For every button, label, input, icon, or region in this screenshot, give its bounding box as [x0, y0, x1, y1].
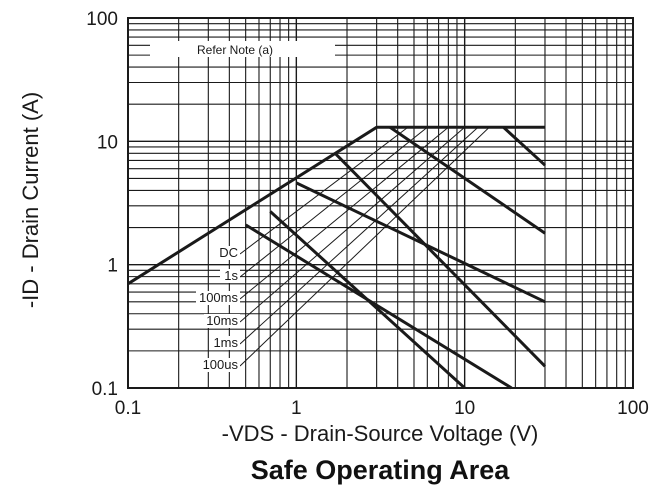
curve-label-100ms: 100ms: [199, 290, 239, 305]
curve-label-1s: 1s: [224, 268, 238, 283]
curve-label-10ms: 10ms: [206, 313, 238, 328]
y-tick-label: 10: [97, 132, 118, 153]
plot-frame: [127, 17, 634, 389]
soa-curve-10ms: [295, 181, 546, 304]
note-background: [150, 41, 335, 57]
curve-label-1ms: 1ms: [213, 335, 238, 350]
x-tick-label: 0.1: [115, 398, 141, 419]
curve-label-bg: [212, 336, 240, 350]
curve-label-dc: DC: [219, 245, 238, 260]
y-axis-label: -ID - Drain Current (A): [18, 92, 43, 308]
curve-label-bg: [220, 269, 240, 283]
soa-curve-dc: [244, 223, 513, 390]
soa-curve-1s: [269, 210, 466, 390]
x-tick-label: 10: [454, 398, 475, 419]
x-tick-label: 1: [291, 398, 302, 419]
label-layer: DC 1s 100ms 10ms 1ms 100us: [196, 245, 240, 372]
leader-line: [239, 126, 428, 278]
curve-label-100us: 100us: [203, 357, 239, 372]
soa-curve-100us: [502, 126, 547, 167]
y-tick-label: 100: [86, 9, 118, 30]
curve-label-bg: [196, 358, 240, 372]
y-tick-label: 0.1: [92, 379, 118, 400]
leader-line: [239, 126, 409, 255]
leader-line: [239, 126, 490, 367]
soa-curve-100ms: [334, 152, 547, 368]
leader-line: [239, 126, 465, 323]
leader-layer: [239, 126, 490, 367]
note-box: Refer Note (a): [150, 41, 335, 57]
leader-line: [239, 126, 479, 345]
x-tick-label: 100: [617, 398, 649, 419]
soa-curve-1ms: [389, 126, 546, 235]
curve-label-bg: [204, 314, 240, 328]
curve-label-bg: [196, 291, 240, 305]
note-label: Refer Note (a): [197, 43, 273, 57]
leader-line: [239, 126, 449, 300]
curve-label-bg: [220, 246, 240, 260]
grid-layer: [127, 18, 633, 389]
chart-title: Safe Operating Area: [251, 455, 511, 485]
x-axis-label: -VDS - Drain-Source Voltage (V): [222, 421, 539, 446]
axis-layer: 0.1 1 10 100 0.1 1 10 100: [86, 9, 649, 419]
y-tick-label: 1: [107, 256, 118, 277]
series-layer: [127, 125, 547, 390]
